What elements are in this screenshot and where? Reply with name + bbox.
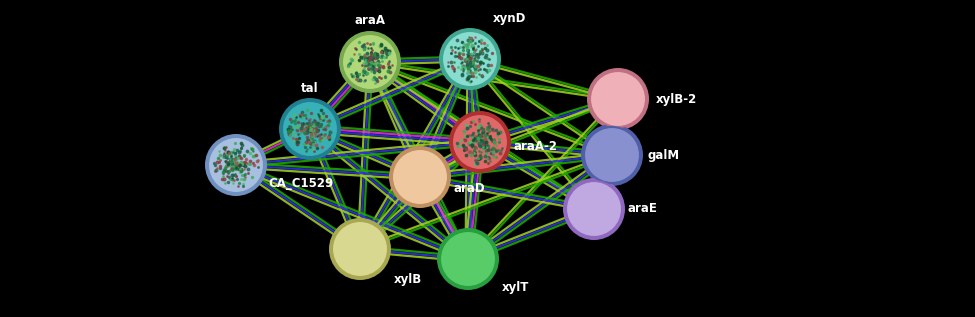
Circle shape bbox=[449, 111, 511, 173]
Circle shape bbox=[389, 146, 451, 208]
Circle shape bbox=[584, 127, 640, 183]
Text: araE: araE bbox=[628, 203, 658, 216]
Circle shape bbox=[332, 221, 388, 277]
Circle shape bbox=[205, 134, 267, 196]
Circle shape bbox=[590, 71, 646, 127]
Circle shape bbox=[437, 228, 499, 290]
Text: CA_C1529: CA_C1529 bbox=[268, 177, 333, 190]
Circle shape bbox=[439, 28, 501, 90]
Circle shape bbox=[587, 68, 649, 130]
Text: tal: tal bbox=[301, 82, 319, 95]
Text: xylT: xylT bbox=[502, 281, 529, 294]
Circle shape bbox=[342, 34, 398, 90]
Text: xynD: xynD bbox=[493, 12, 526, 25]
Circle shape bbox=[452, 114, 508, 170]
Circle shape bbox=[282, 101, 338, 157]
Circle shape bbox=[563, 178, 625, 240]
Text: araD: araD bbox=[454, 183, 486, 196]
Circle shape bbox=[581, 124, 643, 186]
Circle shape bbox=[440, 231, 496, 287]
Circle shape bbox=[279, 98, 341, 160]
Circle shape bbox=[442, 31, 498, 87]
Circle shape bbox=[329, 218, 391, 280]
Text: araA: araA bbox=[355, 14, 385, 27]
Circle shape bbox=[339, 31, 401, 93]
Text: xylB: xylB bbox=[394, 273, 422, 286]
Text: araA-2: araA-2 bbox=[514, 140, 558, 153]
Circle shape bbox=[392, 149, 448, 205]
Text: galM: galM bbox=[648, 148, 681, 161]
Text: xylB-2: xylB-2 bbox=[656, 93, 697, 106]
Circle shape bbox=[566, 181, 622, 237]
Circle shape bbox=[208, 137, 264, 193]
